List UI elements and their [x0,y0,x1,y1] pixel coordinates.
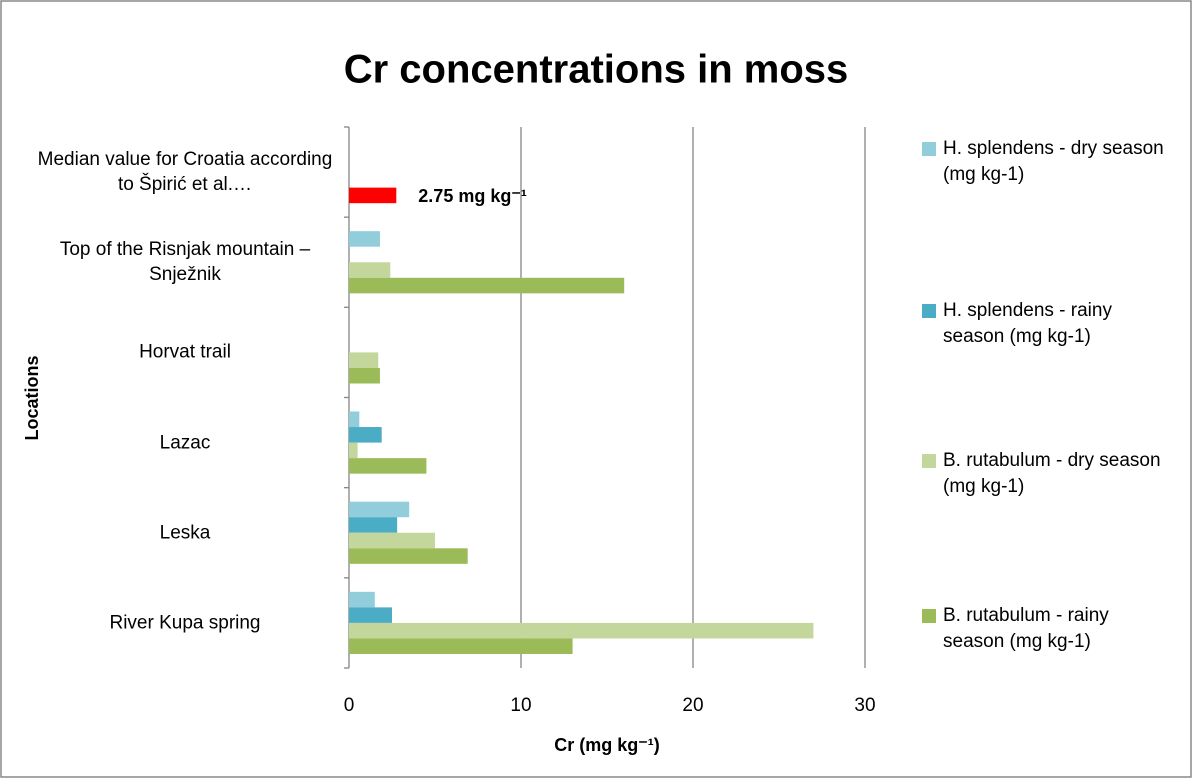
bar [349,277,625,294]
bar [349,532,435,549]
x-axis-label: Cr (mg kg⁻¹) [554,735,660,755]
bar [349,458,427,474]
y-tick-label: Leska [159,522,211,544]
bar [349,262,391,278]
y-tick-label: River Kupa spring [109,612,261,634]
legend-label: B. rutabulum - rainy season (mg kg-1) [943,605,1109,652]
legend-swatch [922,304,936,318]
bar [349,517,398,533]
legend-label: H. splendens - dry season (mg kg-1) [943,138,1164,185]
bar [349,442,358,459]
x-tick-label: 10 [510,695,531,716]
legend-label: H. splendens - rainy season (mg kg-1) [943,300,1112,347]
bar [349,411,360,428]
x-tick-label: 30 [854,695,875,716]
bar [349,352,379,368]
y-tick-label: Horvat trail [139,341,231,363]
reference-bar [349,187,397,204]
chart-title: Cr concentrations in moss [344,48,849,92]
bar [349,622,814,639]
bar [349,607,392,623]
legend-swatch [922,609,936,623]
legend-swatch [922,454,936,468]
y-tick-label: Lazac [159,432,211,454]
bar [349,501,410,518]
bar [349,367,380,384]
x-tick-label: 20 [682,695,703,716]
bar [349,591,375,608]
data-label: 2.75 mg kg⁻¹ [418,186,527,206]
bar [349,231,380,247]
bar [349,427,382,443]
y-tick-label: Top of the Risnjak mountain – Snježnik [59,239,311,286]
y-tick-label: Median value for Croatia according to Šp… [37,149,333,196]
legend-swatch [922,142,936,156]
bar [349,548,468,564]
x-tick-label: 0 [344,695,355,716]
legend-label: B. rutabulum - dry season (mg kg-1) [943,450,1161,497]
bar [349,638,573,654]
y-axis-label: Locations [22,355,42,440]
